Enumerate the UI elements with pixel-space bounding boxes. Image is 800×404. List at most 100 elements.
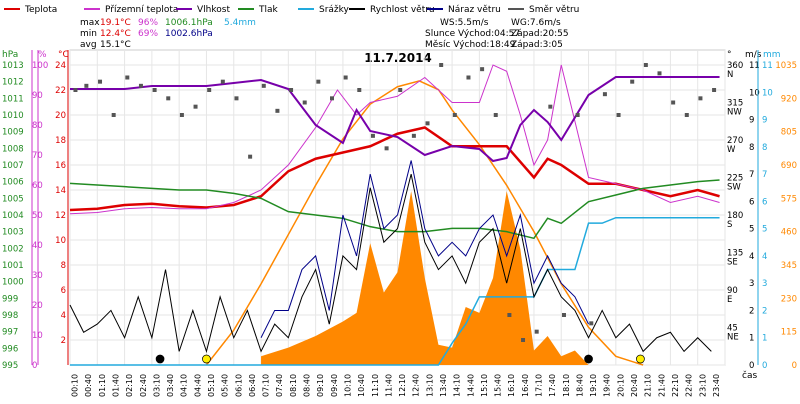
x-tick-label: 16:10 [507, 374, 516, 397]
axis-hpa-tick: 1004 [2, 211, 24, 221]
stat-value: 12.4°C [100, 29, 131, 39]
legend-label: Rychlost větru [370, 5, 435, 15]
axis-mm-tick: 5 [762, 225, 767, 235]
wind-direction-point [411, 133, 416, 138]
axis-mm-tick: 7 [762, 170, 767, 180]
wind-direction-point [548, 104, 553, 109]
wind-direction-point [302, 100, 307, 105]
axis-solar-tick: 0 [792, 361, 797, 371]
axis-solar-tick: 460 [781, 228, 797, 238]
axis-solar-tick: 920 [781, 94, 797, 104]
axis-dir-tick: W [727, 145, 736, 155]
stat-value: min [80, 29, 97, 39]
axis-mm-tick: 10 [762, 88, 773, 98]
axis-ms-tick: 5 [749, 225, 754, 235]
axis-hpa-tick: 1006 [2, 178, 24, 188]
wind-direction-point [125, 75, 130, 80]
axis-hpa-tick: 998 [2, 311, 18, 321]
x-tick-label: 06:10 [234, 374, 243, 397]
x-tick-label: 16:40 [521, 374, 530, 397]
stat-value: 1006.1hPa [165, 18, 213, 28]
axis-temp-label: °C [58, 50, 69, 60]
axis-mm-tick: 0 [762, 361, 767, 371]
axis-ms-tick: 9 [749, 116, 754, 126]
x-tick-label: 13:10 [425, 374, 434, 397]
wind-direction-point [507, 313, 512, 317]
x-tick-label: 04:40 [193, 374, 202, 397]
axis-hpa-tick: 996 [2, 344, 18, 354]
x-tick-label: 11:40 [384, 374, 393, 397]
axis-solar-tick: 575 [781, 194, 797, 204]
axis-dir-tick: E [727, 295, 732, 305]
axes-layer: hPa% °C ° m/s mm1013101210111010100910081007… [2, 50, 797, 371]
axis-ms-tick: 7 [749, 170, 754, 180]
stat-astro: Západ:3:05 [511, 40, 563, 50]
stat-astro: WS:5.5m/s [440, 18, 489, 28]
axis-temp-tick: 18 [55, 136, 66, 146]
axis-mm-tick: 2 [762, 306, 767, 316]
axis-hpa-tick: 999 [2, 294, 18, 304]
series-přízemní-teplota [69, 64, 720, 215]
wind-direction-point [343, 75, 348, 80]
stat-astro: WG:7.6m/s [511, 18, 561, 28]
legend-label: Vlhkost [197, 5, 230, 15]
x-tick-label: 02:10 [125, 374, 134, 397]
stat-astro: Slunce Východ:04:57 [425, 29, 520, 39]
axis-ms-tick: 3 [749, 279, 754, 289]
axis-dir-tick: NE [727, 333, 739, 343]
wind-direction-point [712, 88, 717, 92]
axis-hpa-tick: 1008 [2, 144, 24, 154]
wind-direction-point [289, 88, 294, 92]
stat-value: max [80, 18, 100, 28]
x-tick-label: 01:40 [111, 374, 120, 397]
series-tlak [69, 179, 720, 240]
x-tick-label: 01:10 [98, 374, 107, 397]
x-tick-label: 13:40 [439, 374, 448, 397]
axis-pct-tick: 80 [32, 121, 43, 131]
x-tick-label: 15:10 [480, 374, 489, 397]
axis-temp-tick: 16 [55, 161, 66, 171]
series-náraz-větru [260, 160, 589, 338]
x-tick-label: 09:40 [330, 374, 339, 397]
axis-dir-tick: S [727, 220, 732, 230]
moon-marker [155, 354, 165, 364]
axis-solar-tick: 690 [781, 161, 797, 171]
stat-value: 19.1°C [100, 18, 131, 28]
wind-direction-point [643, 63, 648, 67]
x-tick-label: 08:10 [289, 374, 298, 397]
stat-value: 1002.6hPa [165, 29, 213, 39]
x-axis-label: čas [742, 370, 757, 381]
axis-pct-tick: 20 [32, 301, 43, 311]
x-tick-label: 18:10 [562, 374, 571, 397]
stat-astro: Západ:20:55 [511, 29, 569, 39]
axis-dir-tick: N [727, 70, 733, 80]
x-axis-ticks: 00:10 00:40 01:10 01:40 02:10 02:40 03:10 03:40… [71, 374, 721, 397]
x-tick-label: 22:10 [671, 374, 680, 397]
wind-direction-point [357, 88, 362, 92]
axis-hpa-tick: 1001 [2, 261, 24, 271]
x-tick-label: 19:40 [603, 374, 612, 397]
x-tick-label: 17:40 [548, 374, 557, 397]
axis-pct-tick: 60 [32, 181, 43, 191]
stat-value: 15.1°C [100, 40, 131, 50]
axis-dir-tick: 135 [727, 249, 743, 259]
axis-ms-tick: 10 [749, 88, 760, 98]
axis-hpa-tick: 1013 [2, 61, 24, 71]
x-tick-label: 20:10 [616, 374, 625, 397]
axis-hpa-tick: 1003 [2, 228, 24, 238]
axis-ms-tick: 8 [749, 143, 754, 153]
axis-ms-tick: 11 [749, 61, 760, 71]
axis-mm-label: mm [763, 50, 781, 60]
axis-solar-tick: 805 [781, 128, 797, 138]
axis-dir-tick: 90 [727, 286, 738, 296]
x-tick-label: 21:10 [644, 374, 653, 397]
wind-direction-point [234, 96, 239, 101]
x-tick-label: 18:40 [575, 374, 584, 397]
axis-hpa-tick: 1011 [2, 94, 24, 104]
sun-marker [636, 354, 645, 364]
wind-direction-point [330, 96, 334, 101]
axis-hpa-tick: 997 [2, 328, 18, 338]
x-tick-label: 12:10 [398, 374, 407, 397]
x-tick-label: 11:10 [371, 374, 380, 397]
axis-pct-tick: 100 [32, 61, 48, 71]
